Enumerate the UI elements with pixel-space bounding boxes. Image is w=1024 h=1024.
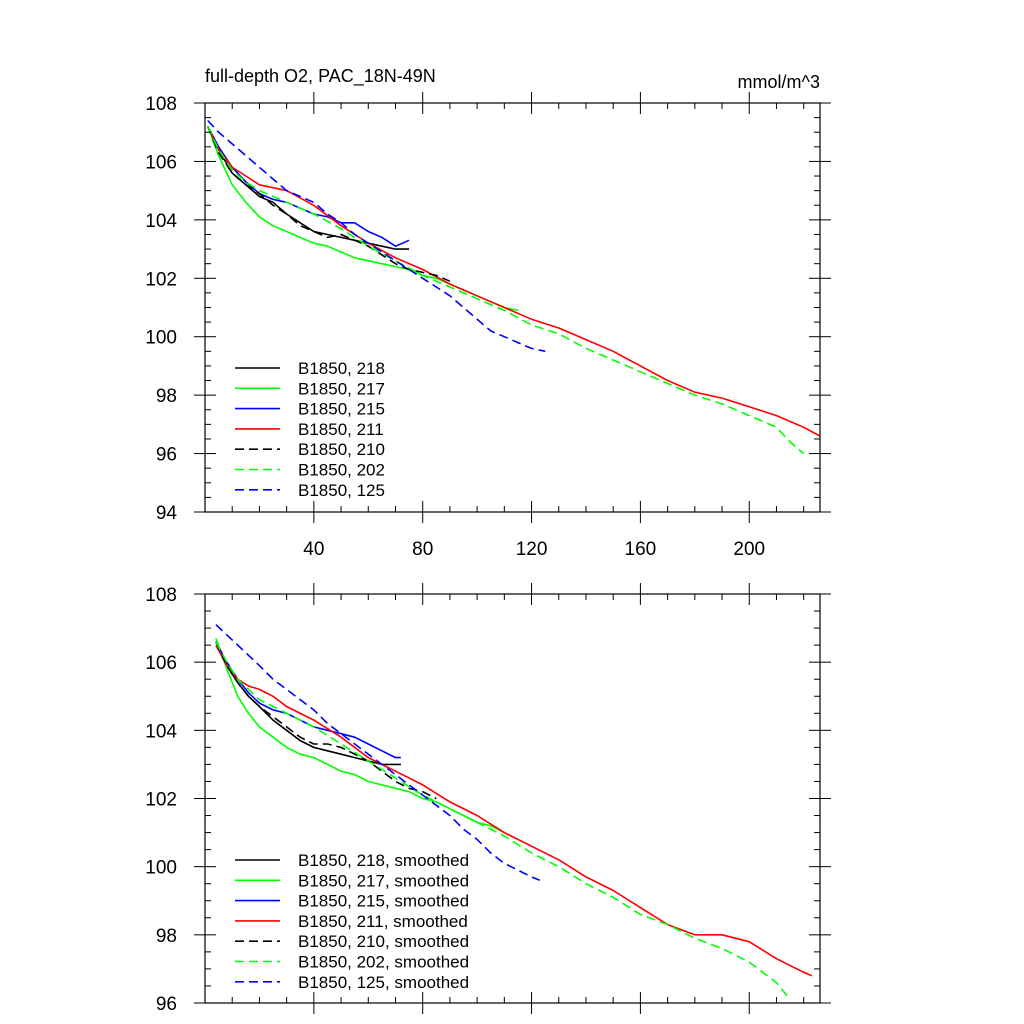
x-tick-label: 80 (412, 539, 433, 560)
bottom-series-line-6 (215, 624, 541, 882)
y-tick-label: 106 (145, 152, 177, 173)
bottom-series-line-0 (215, 641, 401, 766)
top-series-line-1 (206, 126, 519, 312)
units-label: mmol/m^3 (738, 72, 820, 92)
y-tick-label: 96 (156, 994, 177, 1015)
top-series-line-2 (206, 126, 410, 247)
top-series-line-0 (206, 126, 410, 250)
legend-label: B1850, 217 (298, 379, 385, 398)
legend-label: B1850, 125 (298, 481, 385, 500)
legend-label: B1850, 217, smoothed (298, 871, 469, 890)
legend-label: B1850, 215 (298, 400, 385, 419)
legend-label: B1850, 211, smoothed (298, 912, 468, 931)
y-tick-label: 102 (145, 269, 177, 290)
bottom-series-line-1 (215, 638, 505, 834)
top-series-group (206, 119, 820, 455)
bottom-series-line-4 (215, 641, 437, 800)
legend-label: B1850, 211 (298, 420, 384, 439)
y-tick-label: 94 (156, 503, 178, 524)
legend-label: B1850, 210, smoothed (298, 932, 469, 951)
top-series-line-5 (206, 126, 805, 455)
y-tick-label: 104 (145, 211, 177, 232)
top-series-line-3 (206, 126, 820, 437)
bottom-panel: 96 98 100 102 104 106 108 B1850, 218, smoothed… (145, 583, 831, 1015)
bottom-series-group (215, 624, 813, 1001)
y-tick-label: 108 (145, 585, 177, 606)
x-tick-label: 200 (733, 539, 765, 560)
legend-label: B1850, 218, smoothed (298, 851, 469, 870)
legend-label: B1850, 210 (298, 440, 385, 459)
y-tick-label: 100 (145, 328, 177, 349)
bottom-axes: 96 98 100 102 104 106 108 (145, 583, 831, 1015)
y-tick-label: 106 (145, 653, 177, 674)
chart-title: full-depth O2, PAC_18N-49N (205, 66, 436, 87)
y-tick-label: 100 (145, 858, 177, 879)
legend-label: B1850, 202 (298, 461, 385, 480)
top-series-line-4 (206, 126, 451, 282)
x-tick-label: 40 (303, 539, 324, 560)
top-series-line-6 (207, 119, 546, 353)
legend-label: B1850, 215, smoothed (298, 892, 469, 911)
bottom-series-line-2 (215, 641, 401, 759)
y-tick-label: 98 (156, 386, 177, 407)
x-tick-label: 160 (625, 539, 657, 560)
y-tick-label: 102 (145, 790, 177, 811)
y-tick-label: 108 (145, 94, 177, 115)
legend-label: B1850, 202, smoothed (298, 953, 469, 972)
top-axes: 40 80 120 160 200 94 96 98 100 102 104 106 108 (145, 92, 831, 560)
x-tick-label: 120 (516, 539, 548, 560)
bottom-series-line-5 (215, 641, 791, 1001)
top-panel: full-depth O2, PAC_18N-49N mmol/m^3 40 80… (145, 66, 831, 560)
y-tick-label: 96 (156, 445, 177, 466)
y-tick-label: 104 (145, 721, 177, 742)
legend-label: B1850, 125, smoothed (298, 973, 469, 992)
legend-label: B1850, 218 (298, 359, 385, 378)
bottom-series-line-3 (215, 644, 813, 977)
y-tick-label: 98 (156, 926, 177, 947)
